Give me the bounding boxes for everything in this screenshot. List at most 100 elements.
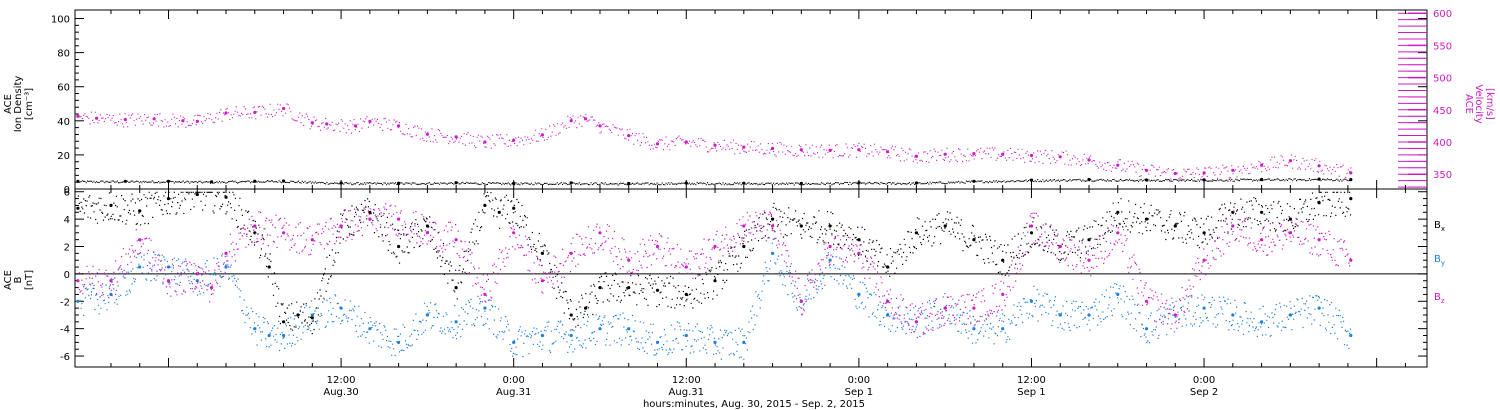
field-point-z: [540, 279, 545, 283]
velocity-point: [454, 135, 458, 139]
field-point-y: [1231, 313, 1235, 317]
velocity-point: [857, 148, 861, 152]
legend-by: By: [1434, 254, 1445, 267]
density-tick-label: 0: [64, 185, 70, 196]
density-tick-label: 20: [57, 151, 70, 162]
field-point-z: [598, 231, 602, 235]
field-point-x: [1001, 258, 1005, 262]
field-point-z: [799, 299, 803, 303]
date-tick-label: Aug.31: [496, 387, 531, 398]
field-series-z: [76, 203, 1353, 339]
velocity-point: [1317, 164, 1321, 168]
field-point-z: [1231, 224, 1235, 228]
field-point-z: [742, 224, 746, 228]
field-tick-label: 4: [64, 215, 70, 226]
field-point-z: [195, 272, 199, 276]
field-point-z: [1173, 313, 1177, 317]
field-point-x: [943, 224, 947, 228]
field-tick-label: -2: [60, 297, 70, 308]
field-point-y: [310, 313, 314, 317]
field-axis-title: ACE B [nT]: [3, 270, 35, 290]
legend-subscript-x: x: [1441, 225, 1445, 233]
velocity-point: [152, 117, 156, 121]
field-component-series: [76, 191, 1353, 360]
density-velocity-panel: 0 20 40 60 80 100 350 400 450 500 550 600 ACE Ion …: [3, 9, 1495, 196]
velocity-point: [540, 133, 545, 137]
field-point-y: [76, 299, 80, 303]
field-point-z: [655, 244, 660, 249]
velocity-axis-title-line-2: Velocity: [1473, 84, 1484, 123]
field-point-x: [1202, 231, 1206, 235]
field-point-x: [282, 320, 286, 324]
field-point-x: [397, 244, 401, 249]
field-point-y: [425, 313, 429, 317]
field-point-x: [1288, 217, 1292, 221]
density-axis-title-line-1: ACE: [3, 94, 14, 114]
field-point-y: [397, 340, 401, 344]
field-point-z: [1260, 238, 1264, 242]
field-point-x: [109, 203, 113, 207]
velocity-tick-label: 350: [1433, 170, 1452, 181]
field-point-x: [1173, 224, 1177, 228]
density-tick-label: 40: [57, 117, 70, 128]
field-point-y: [972, 327, 976, 331]
velocity-point: [1260, 163, 1264, 167]
velocity-point: [123, 117, 127, 122]
field-point-x: [512, 206, 516, 210]
field-axis-title-line-2: B: [13, 276, 24, 283]
density-axis-title-line-3: [cm⁻³]: [24, 88, 35, 120]
date-tick-label: Aug.30: [323, 387, 358, 398]
field-point-y: [569, 333, 573, 338]
date-tick-label: Sep 1: [1017, 387, 1045, 398]
time-axis: 12:00Aug.300:00Aug.3112:00Aug.310:00Sep …: [110, 10, 1406, 398]
field-point-x: [742, 244, 746, 249]
field-point-x: [224, 195, 228, 199]
field-point-y: [1317, 306, 1321, 310]
velocity-point: [1231, 168, 1235, 172]
date-tick-label: Sep 2: [1190, 387, 1218, 398]
field-series-y: [76, 238, 1353, 360]
field-point-x: [828, 224, 832, 228]
velocity-point: [771, 146, 775, 150]
field-point-y: [598, 327, 602, 331]
velocity-point: [584, 117, 588, 121]
magnetic-field-panel: -6 -4 -2 0 2 4 6 ACE B [nT] Bx By Bz: [3, 188, 1445, 368]
density-tick-label: 100: [51, 15, 70, 26]
field-point-y: [627, 327, 631, 331]
field-point-y: [1001, 327, 1005, 331]
field-tick-label: 2: [64, 243, 70, 254]
field-point-z: [109, 279, 113, 283]
field-point-y: [166, 265, 171, 269]
field-tick-label: 0: [64, 270, 70, 281]
field-tick-label: -4: [60, 325, 70, 336]
bottom-panel-frame: [74, 188, 1428, 368]
field-point-z: [282, 231, 286, 235]
density-series: [76, 177, 1353, 186]
velocity-point: [569, 119, 573, 123]
velocity-axis-title-line-1: ACE: [1463, 94, 1474, 114]
velocity-tick-label: 450: [1433, 106, 1452, 117]
velocity-point: [886, 150, 890, 154]
top-panel-frame: [74, 9, 1428, 190]
field-point-x: [1029, 231, 1034, 235]
velocity-point: [425, 132, 429, 136]
density-velocity-series: [76, 103, 1353, 186]
field-point-y: [282, 333, 286, 338]
velocity-point: [397, 124, 401, 128]
legend-bz: Bz: [1434, 292, 1445, 305]
field-point-y: [1144, 327, 1149, 331]
field-point-x: [972, 238, 976, 242]
date-tick-label: Aug.31: [669, 387, 704, 398]
field-point-z: [397, 217, 401, 221]
field-point-x: [598, 286, 602, 290]
field-point-x: [76, 206, 80, 210]
field-point-z: [310, 238, 314, 242]
velocity-point: [1001, 152, 1005, 156]
velocity-point: [310, 121, 314, 125]
velocity-point: [598, 124, 602, 128]
field-axis-ticks: -6 -4 -2 0 2 4 6: [60, 188, 1427, 363]
field-point-x: [584, 306, 588, 310]
time-axis-label: hours:minutes, Aug. 30, 2015 - Sep. 2, 2…: [643, 399, 865, 410]
field-point-x: [483, 203, 487, 207]
field-point-z: [512, 231, 516, 235]
